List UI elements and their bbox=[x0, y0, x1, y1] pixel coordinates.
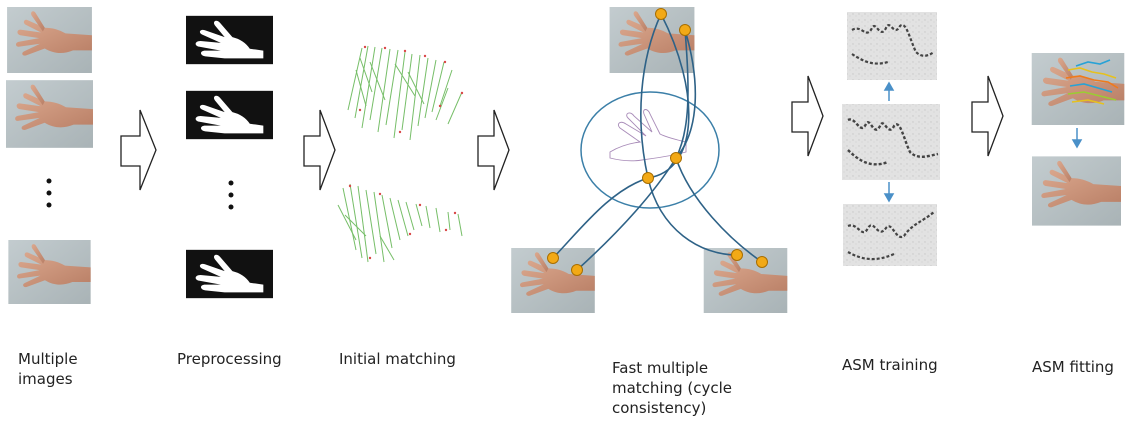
caption-multiple-images: Multiple images bbox=[18, 350, 78, 388]
caption-asm-fitting: ASM fitting bbox=[1032, 358, 1114, 376]
caption-fast-matching: Fast multiple matching (cycle consistenc… bbox=[612, 359, 733, 417]
flow-arrow-icon bbox=[120, 109, 157, 191]
mask-1 bbox=[186, 15, 273, 65]
shape-variation-top bbox=[847, 12, 937, 80]
flow-arrow-icon bbox=[477, 109, 510, 191]
caption-preprocessing: Preprocessing bbox=[177, 350, 282, 368]
fitting-arrow bbox=[1071, 128, 1083, 149]
mean-shape bbox=[842, 104, 940, 180]
ellipsis-icon bbox=[228, 180, 234, 210]
fitting-iterations-photo bbox=[1031, 53, 1125, 125]
mask-3 bbox=[186, 249, 273, 299]
asm-fitting bbox=[1031, 53, 1125, 226]
flow-arrow-icon bbox=[971, 75, 1004, 157]
ellipsis-icon bbox=[46, 178, 52, 208]
hand-photo-2 bbox=[6, 80, 93, 148]
hand-photo-right bbox=[703, 248, 788, 313]
shape-circle bbox=[580, 91, 720, 209]
caption-initial-matching: Initial matching bbox=[339, 350, 456, 368]
keypoint-markers bbox=[348, 45, 464, 260]
flow-arrow-icon bbox=[303, 109, 336, 191]
asm-training-shapes bbox=[842, 12, 940, 266]
match-points bbox=[547, 8, 768, 276]
cycle-consistency-graph bbox=[511, 7, 788, 313]
hand-photo-3 bbox=[8, 240, 91, 304]
variation-arrows bbox=[883, 81, 895, 203]
initial-matching-lines bbox=[337, 45, 463, 263]
hand-photo-1 bbox=[7, 7, 92, 73]
hand-outline bbox=[609, 109, 687, 162]
binary-masks bbox=[186, 15, 273, 299]
input-images bbox=[6, 7, 93, 304]
fitting-contours bbox=[1065, 59, 1119, 105]
shape-variation-bottom bbox=[843, 204, 937, 266]
mask-2 bbox=[186, 90, 273, 140]
flow-arrow-icon bbox=[791, 75, 824, 157]
caption-asm-training: ASM training bbox=[842, 356, 938, 374]
fitted-result-photo bbox=[1032, 156, 1121, 226]
